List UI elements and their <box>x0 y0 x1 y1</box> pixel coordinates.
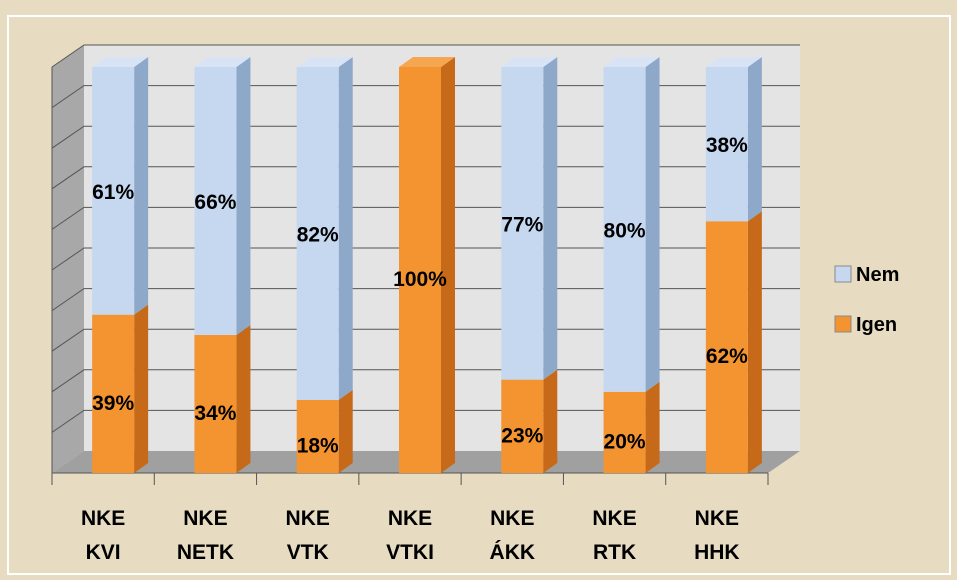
bar-side <box>441 57 455 473</box>
x-tick-label: NKE <box>81 507 125 530</box>
bar-group-1 <box>194 57 251 473</box>
bar-group-4 <box>501 57 558 473</box>
bar-igen <box>705 221 748 473</box>
gridline <box>51 328 800 352</box>
bar-group-0 <box>92 57 149 473</box>
bar-igen <box>399 67 441 473</box>
legend: Nem Igen <box>834 264 899 336</box>
bar-side <box>134 57 149 315</box>
bar-top <box>501 57 558 67</box>
x-tick-label: NKE <box>592 507 636 530</box>
bar-igen <box>603 391 646 473</box>
data-label-nem: 80% <box>604 219 646 242</box>
bar-side <box>338 57 353 400</box>
x-tick-label: VTK <box>287 541 329 564</box>
x-tick-label: VTKI <box>386 541 434 564</box>
legend-label-nem: Nem <box>856 264 899 286</box>
data-label-igen: 34% <box>194 402 236 425</box>
gridline <box>51 288 800 312</box>
gridline <box>51 85 800 109</box>
legend-label-igen: Igen <box>856 314 897 336</box>
data-label-nem: 38% <box>706 134 748 157</box>
data-label-nem: 82% <box>297 223 339 246</box>
gridline <box>51 369 800 393</box>
gridline <box>51 206 800 230</box>
bar-side <box>543 369 558 473</box>
bar-igen <box>501 379 544 473</box>
bar-side <box>543 57 558 380</box>
data-label-igen: 18% <box>297 434 339 457</box>
bar-side <box>134 304 149 473</box>
bar-top <box>296 57 353 67</box>
gridline <box>51 166 800 190</box>
data-label-nem: 61% <box>92 181 134 204</box>
bar-top <box>92 57 149 67</box>
bar-nem <box>705 67 748 222</box>
bar-igen <box>92 314 135 473</box>
bar-side <box>645 57 660 392</box>
bar-nem <box>296 67 339 400</box>
x-tick-label: NKE <box>183 507 227 530</box>
gridline <box>51 44 800 68</box>
bar-igen <box>296 399 339 473</box>
bar-top <box>399 57 455 67</box>
bar-nem <box>603 67 646 392</box>
chart-frame <box>7 15 951 575</box>
x-tick-label: NKE <box>695 507 739 530</box>
bar-group-6 <box>705 57 762 473</box>
bar-side <box>236 324 251 473</box>
bar-side <box>338 389 353 473</box>
x-tick-label: KVI <box>86 541 121 564</box>
data-label-nem: 77% <box>501 213 543 236</box>
legend-swatch-nem <box>834 265 852 283</box>
data-label-igen: 20% <box>604 430 646 453</box>
bar-top <box>603 57 660 67</box>
data-label-igen: 39% <box>92 392 134 415</box>
bar-nem <box>194 67 237 335</box>
gridline <box>51 247 800 271</box>
bar-group-5 <box>603 57 660 473</box>
x-tick-label: NKE <box>388 507 432 530</box>
bar-top <box>194 57 251 67</box>
gridline <box>51 125 800 149</box>
x-tick-label: NKE <box>286 507 330 530</box>
bar-side <box>645 381 660 473</box>
x-tick-label: NKE <box>490 507 534 530</box>
data-label-igen: 23% <box>501 424 543 447</box>
bar-group-3 <box>399 57 455 473</box>
x-tick-label: HHK <box>694 541 740 564</box>
x-tick-label: ÁKK <box>490 541 536 564</box>
data-label-nem: 66% <box>194 191 236 214</box>
data-label-igen: 100% <box>393 268 447 291</box>
bar-group-2 <box>296 57 353 473</box>
bar-nem <box>92 67 135 315</box>
bar-igen <box>194 334 237 473</box>
gridline <box>51 409 800 433</box>
bar-nem <box>501 67 544 380</box>
x-tick-label: RTK <box>593 541 636 564</box>
bar-side <box>747 211 762 473</box>
x-tick-label: NETK <box>177 541 234 564</box>
bar-top <box>705 57 762 67</box>
bar-side <box>236 57 251 335</box>
bar-side <box>747 57 762 222</box>
legend-swatch-igen <box>834 315 852 333</box>
data-label-igen: 62% <box>706 345 748 368</box>
